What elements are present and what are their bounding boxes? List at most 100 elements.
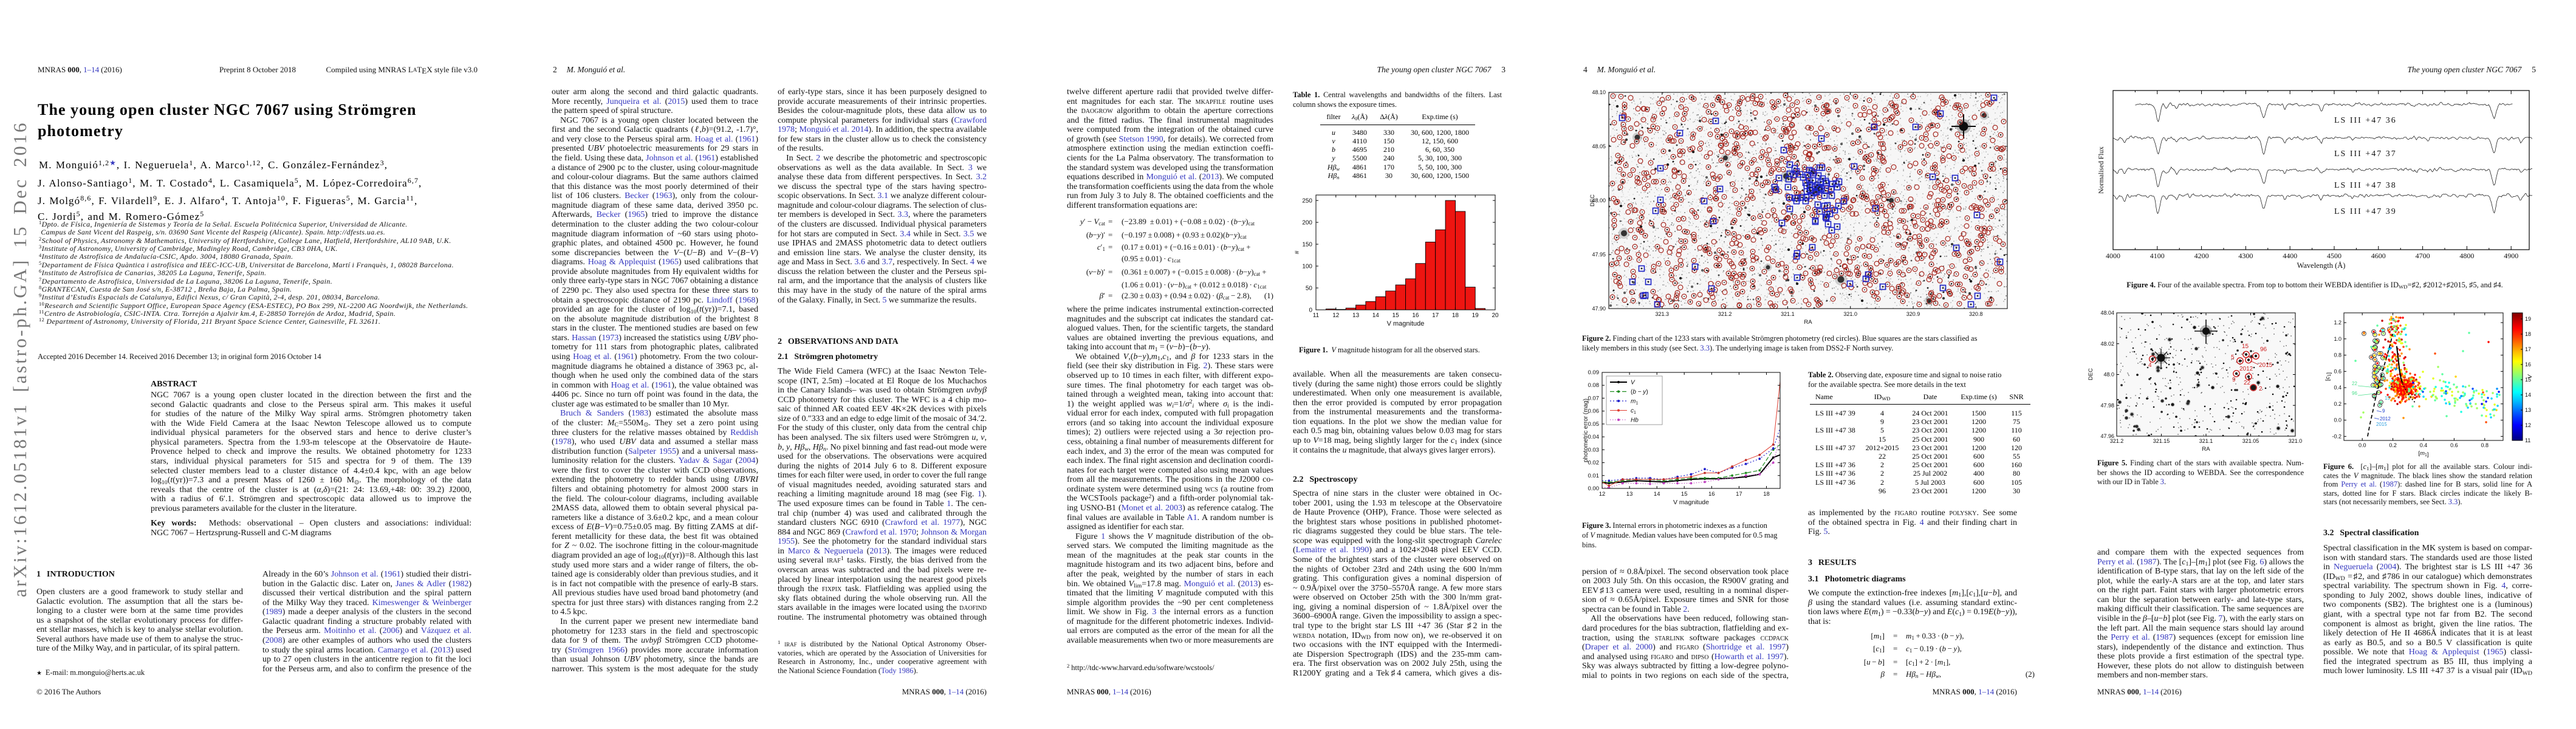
- svg-text:4000: 4000: [2106, 252, 2120, 260]
- svg-text:14: 14: [1654, 491, 1660, 498]
- svg-text:250: 250: [1302, 198, 1312, 205]
- svg-text:15: 15: [2385, 395, 2390, 401]
- svg-text:9: 9: [2232, 377, 2236, 383]
- svg-text:4600: 4600: [2371, 252, 2386, 260]
- svg-text:4900: 4900: [2504, 252, 2518, 260]
- svg-text:48.0: 48.0: [2103, 372, 2114, 378]
- svg-text:16: 16: [2525, 361, 2531, 368]
- svg-text:2015: 2015: [2376, 422, 2387, 427]
- svg-text:1.0: 1.0: [2334, 336, 2341, 342]
- svg-text:12: 12: [1332, 312, 1340, 319]
- svg-text:96: 96: [2260, 346, 2267, 353]
- svg-text:0.02: 0.02: [1588, 460, 1600, 467]
- svg-text:17: 17: [1432, 312, 1439, 319]
- svg-text:0.6: 0.6: [2450, 442, 2458, 448]
- svg-text:0.03: 0.03: [1588, 447, 1600, 453]
- svg-text:18: 18: [1452, 312, 1459, 319]
- svg-text:0.0: 0.0: [2334, 417, 2341, 423]
- svg-text:0.4: 0.4: [2334, 385, 2341, 391]
- svg-text:DEC: DEC: [1589, 194, 1596, 207]
- svg-text:321.2: 321.2: [1718, 311, 1732, 317]
- svg-text:11: 11: [1313, 312, 1320, 319]
- svg-text:321.1: 321.1: [2199, 438, 2213, 444]
- svg-text:13: 13: [1352, 312, 1360, 319]
- svg-text:15: 15: [1681, 491, 1688, 498]
- svg-text:48.05: 48.05: [1592, 143, 1606, 149]
- svg-text:4700: 4700: [2416, 252, 2430, 260]
- svg-text:47.95: 47.95: [1592, 252, 1606, 258]
- svg-text:321.0: 321.0: [1843, 311, 1857, 317]
- svg-text:17: 17: [2525, 346, 2531, 352]
- svg-text:RA: RA: [2202, 446, 2210, 453]
- svg-text:48.04: 48.04: [2100, 310, 2114, 316]
- svg-text:Hb: Hb: [1631, 417, 1639, 424]
- svg-text:(b − y): (b − y): [1631, 389, 1648, 395]
- svg-text:9: 9: [2382, 408, 2385, 414]
- svg-text:4800: 4800: [2459, 252, 2474, 260]
- svg-text:47.96: 47.96: [2100, 433, 2114, 439]
- svg-text:0.08: 0.08: [1588, 382, 1600, 389]
- svg-text:0.00: 0.00: [1588, 485, 1600, 492]
- svg-text:5: 5: [2231, 354, 2235, 361]
- svg-text:Wavelength (Å): Wavelength (Å): [2297, 261, 2346, 270]
- svg-text:22: 22: [2244, 380, 2251, 386]
- svg-text:15: 15: [2525, 377, 2531, 383]
- svg-text:c1: c1: [1631, 408, 1636, 415]
- svg-text:0.4: 0.4: [2420, 442, 2428, 448]
- svg-text:13: 13: [1626, 491, 1633, 498]
- svg-text:15: 15: [1392, 312, 1400, 319]
- svg-text:0.06: 0.06: [1588, 408, 1600, 415]
- svg-text:321.0: 321.0: [2289, 438, 2303, 444]
- svg-text:0.2: 0.2: [2334, 401, 2341, 407]
- svg-text:321.3: 321.3: [1656, 311, 1670, 317]
- svg-text:321.15: 321.15: [2153, 438, 2170, 444]
- svg-text:14: 14: [2525, 392, 2531, 398]
- svg-text:20: 20: [1492, 312, 1499, 319]
- svg-text:2012: 2012: [2239, 366, 2253, 372]
- svg-text:V magnitude: V magnitude: [1673, 499, 1709, 506]
- svg-text:0.09: 0.09: [1588, 369, 1600, 376]
- svg-text:12: 12: [1599, 491, 1606, 498]
- svg-text:0.07: 0.07: [1588, 395, 1600, 402]
- svg-text:0.2: 0.2: [2389, 442, 2397, 448]
- svg-text:16: 16: [1708, 491, 1715, 498]
- svg-text:18: 18: [2525, 331, 2531, 337]
- svg-text:0.8: 0.8: [2334, 352, 2341, 358]
- svg-text:100: 100: [1302, 264, 1312, 270]
- svg-text:LS III +47 36: LS III +47 36: [2334, 116, 2397, 125]
- svg-text:22: 22: [2352, 381, 2357, 386]
- svg-text:LS III +47 37: LS III +47 37: [2334, 149, 2397, 159]
- svg-text:4100: 4100: [2150, 252, 2165, 260]
- svg-text:#: #: [1294, 250, 1301, 254]
- svg-text:[m1]: [m1]: [2418, 450, 2428, 458]
- svg-text:48.02: 48.02: [2100, 341, 2114, 347]
- svg-text:18: 18: [1763, 491, 1770, 498]
- svg-text:V magnitude: V magnitude: [1387, 320, 1425, 327]
- svg-text:321.05: 321.05: [2242, 438, 2259, 444]
- svg-text:4200: 4200: [2194, 252, 2209, 260]
- svg-text:16: 16: [1412, 312, 1419, 319]
- svg-text:48.10: 48.10: [1592, 89, 1606, 95]
- svg-text:V: V: [1631, 380, 1636, 386]
- svg-text:0.04: 0.04: [1588, 434, 1600, 440]
- svg-text:321.1: 321.1: [1781, 311, 1795, 317]
- svg-text:50: 50: [1306, 286, 1313, 292]
- svg-text:19: 19: [2525, 316, 2531, 322]
- svg-text:RA: RA: [1804, 319, 1812, 326]
- svg-text:13: 13: [2525, 407, 2531, 413]
- svg-text:0.0: 0.0: [2358, 442, 2366, 448]
- svg-text:19: 19: [1472, 312, 1479, 319]
- svg-text:4: 4: [2148, 362, 2152, 369]
- svg-text:photometric error (mag): photometric error (mag): [1583, 399, 1589, 462]
- svg-text:2015: 2015: [2259, 362, 2273, 369]
- svg-text:17: 17: [1736, 491, 1742, 498]
- svg-text:0.05: 0.05: [1588, 421, 1600, 428]
- svg-text:Normalised Flux: Normalised Flux: [2098, 146, 2105, 194]
- svg-text:4400: 4400: [2283, 252, 2297, 260]
- svg-text:-0.2: -0.2: [2332, 433, 2341, 439]
- svg-text:320.9: 320.9: [1906, 311, 1920, 317]
- svg-text:47.98: 47.98: [2100, 402, 2114, 408]
- svg-text:1.2: 1.2: [2334, 320, 2341, 326]
- svg-text:0.8: 0.8: [2481, 442, 2489, 448]
- svg-text:V: V: [2527, 374, 2532, 378]
